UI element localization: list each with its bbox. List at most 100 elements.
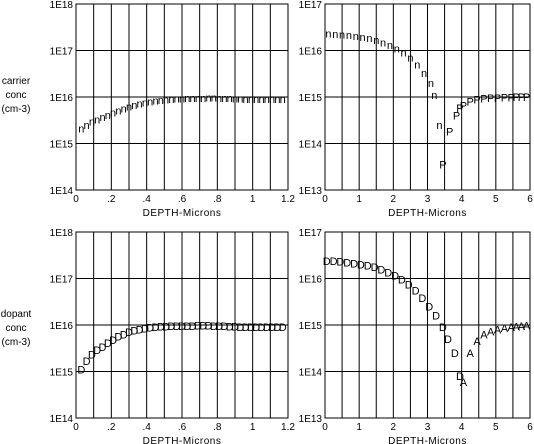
data-point-n: n [401,48,407,60]
data-point-D: D [456,371,464,383]
data-point-D: D [330,256,338,268]
x-axis-title: DEPTH-Microns [388,208,467,219]
data-point-n: n [137,99,143,111]
data-point-D: D [226,321,234,333]
data-point-D: D [263,322,271,334]
y-tick-label: 1E18 [50,228,74,239]
y-tick-label: 1E17 [50,275,74,286]
data-point-n: n [110,108,116,120]
data-point-n: n [232,93,238,105]
data-point-n: n [339,30,345,42]
data-point-n: n [394,44,400,56]
data-point-D: D [384,267,392,279]
data-point-n: n [89,116,95,128]
data-point-D: D [451,348,459,360]
data-point-D: D [141,323,149,335]
data-point-n: n [190,93,196,105]
data-point-D: D [247,322,255,334]
data-point-D: D [398,275,406,287]
data-point-D: D [178,321,186,333]
x-tick-label: .2 [107,194,116,205]
data-point-n: n [78,124,84,136]
data-point-n: n [237,94,243,106]
data-point-n: n [147,97,153,109]
data-point-D: D [130,326,138,338]
x-tick-label: 1.2 [281,422,295,433]
data-point-P: P [518,92,525,104]
data-point-P: P [460,100,467,112]
data-point-n: n [280,94,286,106]
data-point-D: D [162,321,170,333]
y-tick-label: 1E13 [299,186,323,197]
data-point-D: D [418,293,426,305]
data-point-n: n [258,94,264,106]
data-point-D: D [252,322,260,334]
x-tick-label: 6 [527,194,533,205]
y-tick-label: 1E14 [299,140,323,151]
data-point-D: D [205,321,213,333]
data-point-n: n [200,93,206,105]
x-tick-label: 1 [250,194,256,205]
data-point-D: D [432,311,440,323]
data-point-n: n [346,30,352,42]
data-point-A: A [518,321,526,333]
side-label-top: carrier conc (cm-3) [2,76,31,115]
data-point-D: D [77,365,85,377]
data-point-D: D [323,256,331,268]
y-tick-label: 1E17 [299,0,323,11]
data-point-D: D [183,321,191,333]
x-tick-label: .6 [178,422,187,433]
data-point-n: n [152,96,158,108]
data-point-A: A [487,326,495,338]
data-point-n: n [216,93,222,105]
x-tick-label: 3 [425,194,431,205]
data-point-D: D [405,279,413,291]
data-point-A: A [460,377,468,389]
data-point-D: D [377,265,385,277]
y-tick-label: 1E13 [299,414,323,425]
data-point-n: n [168,94,174,106]
side-label-top-line3: (cm-3) [2,104,31,115]
data-point-n: n [248,94,254,106]
x-axis-title: DEPTH-Microns [143,208,222,219]
data-point-n: n [421,68,427,80]
data-point-D: D [146,323,154,335]
data-point-D: D [231,322,239,334]
data-point-D: D [93,345,101,357]
data-point-D: D [336,257,344,269]
data-point-D: D [412,286,420,298]
data-point-n: n [131,100,137,112]
data-point-P: P [508,92,515,104]
data-point-D: D [157,322,165,334]
data-point-P: P [480,94,487,106]
x-tick-label: 0 [73,422,79,433]
data-point-D: D [258,322,266,334]
data-point-D: D [357,260,365,272]
chart-panel-1: 0 .2 .4 .6 .8 1 1.2 1E14 1E15 1E16 1E17 1E18 DEPTH-M… [50,0,296,219]
data-point-n: n [84,120,90,132]
data-point-n: n [431,90,437,102]
data-point-P: P [439,160,446,172]
y-tick-label: 1E17 [299,228,323,239]
data-point-n: n [353,31,359,43]
data-point-n: n [221,93,227,105]
x-tick-label: 0 [322,194,328,205]
data-point-n: n [332,29,338,41]
data-point-n: n [274,94,280,106]
data-point-n: n [99,112,105,124]
y-tick-label: 1E15 [299,321,323,332]
x-tick-label: 6 [527,422,533,433]
x-tick-label: .2 [107,422,116,433]
data-point-A: A [523,320,531,332]
x-tick-label: 1 [250,422,256,433]
data-point-A: A [508,322,516,334]
x-tick-label: 1.2 [281,194,295,205]
data-point-D: D [114,332,122,344]
side-label-top-line1: carrier [2,76,31,87]
x-tick-label: 5 [493,194,499,205]
data-point-P: P [473,95,480,107]
x-tick-label: 2 [391,194,397,205]
x-tick-label: 1 [356,422,362,433]
data-point-n: n [264,94,270,106]
data-point-D: D [236,322,244,334]
